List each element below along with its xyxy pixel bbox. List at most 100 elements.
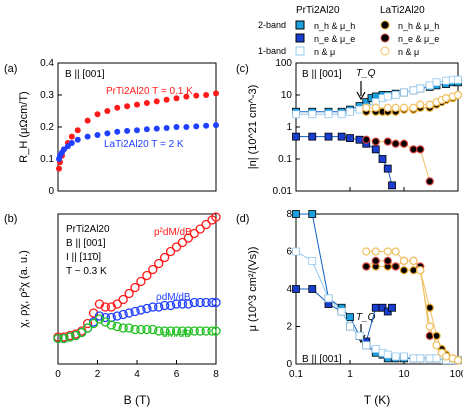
panelD-point (308, 256, 317, 265)
panel-a-point (74, 127, 81, 134)
panel-a-point (203, 122, 210, 129)
panel-b-point (100, 312, 111, 323)
panelD-point (371, 247, 380, 256)
panel-b-point (177, 326, 188, 336)
panelC-point (409, 86, 418, 95)
panel-d: B || [001] T_Q μ (10^3 cm²/(Vs)) T (K) 0… (247, 209, 463, 407)
legend-label-pr-hole: n_h & μ_h (314, 21, 355, 31)
panelD-xtick-label: 0.1 (289, 369, 303, 380)
panelC-point (383, 103, 392, 112)
legend-label-la-elec: n_e & μ_e (398, 34, 439, 44)
panel-b-point (195, 224, 205, 234)
panel-b-point (53, 333, 63, 344)
panelD-point (383, 350, 392, 359)
legend-marker-la-one (380, 46, 390, 56)
panel-b-xtick-label: 8 (213, 369, 219, 380)
panelC-point (416, 145, 425, 154)
panelD-point (391, 352, 400, 361)
panel-a-ylabel: R_H (μΩcm/T) (18, 91, 30, 162)
panelD-point (355, 331, 364, 340)
panel-a: B || [001] R_H (μΩcm/T) PrTi2Al20 T = 0.… (18, 58, 219, 197)
panelD-point (383, 247, 392, 256)
panelC-point (425, 100, 434, 109)
panelD-point (292, 285, 300, 293)
panelD-point (399, 256, 409, 265)
panelD-point (391, 262, 400, 271)
panel-b-point (183, 299, 194, 309)
panel-b-point (171, 299, 182, 309)
panelD-point (337, 307, 346, 316)
panel-b-point (106, 320, 116, 330)
panel-b-annotation-field: B || [001] (66, 238, 106, 249)
panelC-point (391, 103, 400, 112)
panel-b-point (94, 311, 105, 321)
panel-d-xlabel: T (K) (364, 393, 390, 407)
legend-method-1band: 1-band (258, 46, 286, 56)
panelD-xtick-label: 1 (347, 369, 353, 380)
panel-label-d: (d) (236, 213, 249, 225)
panel-a-point (124, 103, 131, 110)
panelC-point (346, 134, 354, 142)
panelC-point (441, 94, 451, 103)
panel-b-point (59, 333, 69, 344)
panelC-point (383, 92, 392, 101)
panel-d-tq: T_Q (356, 312, 376, 323)
panel-label-c: (c) (236, 63, 249, 75)
panelD-point (371, 256, 380, 265)
panel-c-annotation: B || [001] (302, 69, 342, 80)
panelC-point (308, 110, 317, 119)
legend-marker-pr-hole (295, 20, 305, 30)
panel-b-point (201, 219, 211, 230)
panel-a-frame (57, 62, 217, 192)
panel-b-point (201, 297, 211, 308)
panel-a-point (153, 125, 160, 132)
panel-a-point (134, 101, 140, 108)
panelC-point (400, 88, 408, 97)
panelC-point (355, 135, 364, 144)
panelD-point (409, 354, 418, 363)
panel-label-b: (b) (4, 213, 17, 225)
panelD-point (399, 266, 409, 275)
panelC-point (292, 132, 300, 141)
panelC-point (399, 103, 409, 112)
panel-b-point (183, 326, 194, 336)
panel-b-point (124, 323, 134, 333)
legend-label-pr-elec: n_e & μ_e (314, 34, 355, 44)
panel-b-point (189, 297, 199, 308)
panel-b: PrTi2Al20 B || [001] I || [11̄0] T ~ 0.3… (18, 212, 221, 407)
panel-a-point (134, 127, 140, 134)
panel-b-point (142, 324, 152, 335)
panelC-point (324, 110, 333, 119)
panelC-point (371, 103, 380, 112)
panel-a-point (143, 100, 150, 106)
panelD-ytick-label: 4 (286, 284, 292, 295)
panel-a-point (124, 127, 131, 134)
panelC-point (388, 181, 396, 190)
panelC-point (383, 164, 392, 173)
panelC-ytick-label: 10 (281, 90, 293, 101)
panel-b-point (148, 264, 158, 275)
panel-a-point (68, 133, 75, 140)
panel-a-point (94, 111, 101, 118)
panel-b-point (154, 302, 164, 312)
panel-a-point (213, 122, 219, 129)
panelD-point (416, 266, 425, 275)
panelC-point (324, 132, 333, 141)
panel-b-xtick-label: 6 (174, 369, 180, 380)
panel-c-tq-arrow (356, 81, 366, 101)
panelC-point (416, 84, 425, 93)
panel-a-series-label-la: LaTi2Al20 T = 2 K (104, 139, 184, 150)
panel-b-point (118, 323, 128, 333)
panel-a-point (193, 92, 200, 99)
panel-b-point (211, 297, 221, 308)
panel-b-point (100, 302, 111, 312)
panelC-point (337, 132, 346, 141)
panelD-xtick-label: 100 (450, 369, 463, 380)
panelD-point (432, 354, 441, 363)
panel-b-ylabel: χ, ρχ, ρ²χ (a. u.) (18, 250, 30, 328)
panelC-point (409, 103, 418, 112)
panelD-xtick-label: 10 (398, 369, 410, 380)
panel-b-point (112, 321, 122, 332)
panel-b-point (159, 252, 170, 263)
